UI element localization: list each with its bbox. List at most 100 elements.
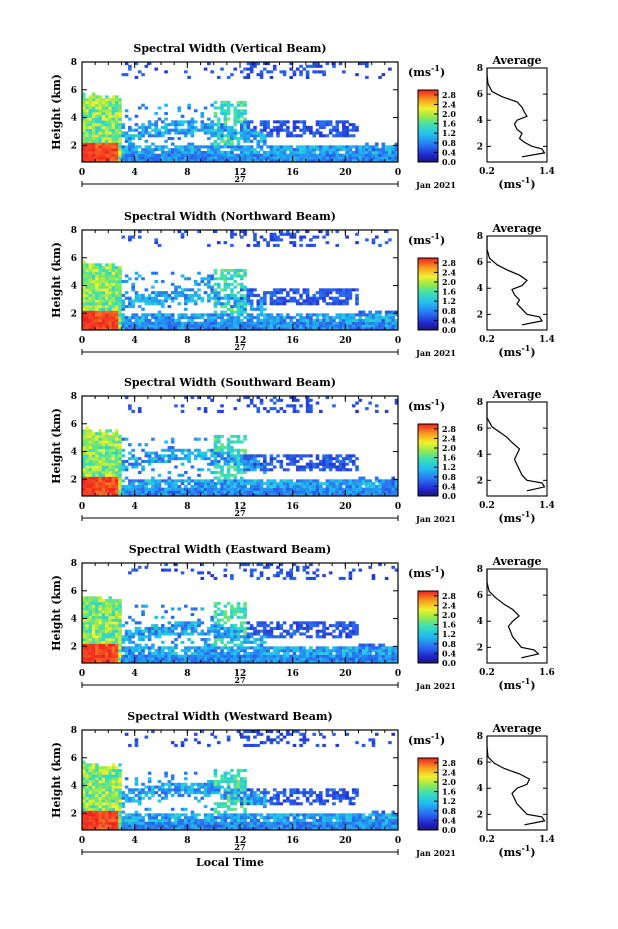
heatmap-cell xyxy=(95,604,99,608)
heatmap-cell xyxy=(88,148,93,152)
heatmap-cell xyxy=(388,327,392,331)
heatmap-cell xyxy=(114,599,119,603)
heatmap-cell xyxy=(177,448,182,452)
heatmap-cell xyxy=(266,646,270,650)
heatmap-cell xyxy=(91,95,96,99)
heatmap-cell xyxy=(101,434,106,438)
heatmap-cell xyxy=(105,120,109,124)
heatmap-cell xyxy=(263,153,267,157)
heatmap-cell xyxy=(348,293,353,297)
heatmap-cell xyxy=(85,599,89,603)
heatmap-cell xyxy=(249,571,254,575)
heatmap-cell xyxy=(114,660,119,664)
heatmap-cell xyxy=(118,307,122,311)
heatmap-cell xyxy=(230,604,234,608)
heatmap-cell xyxy=(85,440,89,444)
heatmap-cell xyxy=(170,271,175,275)
heatmap-cell xyxy=(184,277,188,281)
heatmap-cell xyxy=(167,318,172,322)
heatmap-cell xyxy=(381,327,386,331)
heatmap-cell xyxy=(91,635,96,639)
heatmap-cell xyxy=(269,327,274,331)
heatmap-cell xyxy=(88,649,93,653)
heatmap-cell xyxy=(82,484,86,488)
heatmap-cell xyxy=(131,305,135,309)
heatmap-cell xyxy=(220,646,224,650)
heatmap-cell xyxy=(164,651,168,655)
heatmap-cell xyxy=(184,288,188,292)
heatmap-cell xyxy=(91,263,96,267)
heatmap-cell xyxy=(164,646,168,650)
heatmap-cell xyxy=(348,468,353,472)
heatmap-cell xyxy=(302,288,307,292)
heatmap-cell xyxy=(200,576,205,580)
heatmap-cell xyxy=(355,321,359,325)
heatmap-cell xyxy=(177,321,182,325)
heatmap-cell xyxy=(325,327,330,331)
heatmap-cell xyxy=(197,288,201,292)
heatmap-cell xyxy=(210,615,214,619)
heatmap-cell xyxy=(305,401,310,405)
heatmap-cell xyxy=(256,131,261,135)
heatmap-cell xyxy=(98,493,103,497)
heatmap-cell xyxy=(98,302,103,306)
heatmap-cell xyxy=(193,293,198,297)
heatmap-cell xyxy=(233,454,238,458)
heatmap-cell xyxy=(91,92,96,96)
heatmap-cell xyxy=(332,125,336,129)
heatmap-cell xyxy=(233,487,238,491)
heatmap-cell xyxy=(263,407,267,411)
heatmap-cell xyxy=(174,624,178,628)
heatmap-cell xyxy=(279,150,284,154)
heatmap-cell xyxy=(95,646,99,650)
heatmap-cell xyxy=(259,640,264,644)
heatmap-cell xyxy=(111,643,116,647)
heatmap-cell xyxy=(134,660,139,664)
heatmap-cell xyxy=(124,660,129,664)
heatmap-cell xyxy=(319,134,323,138)
heatmap-cell xyxy=(292,148,297,152)
heatmap-cell xyxy=(381,479,386,483)
heatmap-cell xyxy=(134,62,139,66)
heatmap-cell xyxy=(216,313,221,317)
heatmap-cell xyxy=(322,316,326,320)
heatmap-cell xyxy=(266,576,270,580)
heatmap-cell xyxy=(190,150,195,154)
heatmap-cell xyxy=(240,145,244,149)
heatmap-cell xyxy=(233,114,238,118)
heatmap-cell xyxy=(101,440,106,444)
heatmap-cell xyxy=(319,159,323,163)
heatmap-cell xyxy=(111,660,116,664)
heatmap-cell xyxy=(216,629,221,633)
heatmap-cell xyxy=(243,125,247,129)
heatmap-cell xyxy=(256,316,261,320)
heatmap-cell xyxy=(105,156,109,160)
heatmap-cell xyxy=(345,145,349,149)
heatmap-cell xyxy=(249,120,254,124)
heatmap-cell xyxy=(98,282,103,286)
heatmap-cell xyxy=(266,468,270,472)
heatmap-cell xyxy=(302,145,307,149)
heatmap-cell xyxy=(213,610,218,614)
heatmap-cell xyxy=(345,493,349,497)
heatmap-cell xyxy=(151,271,155,275)
heatmap-cell xyxy=(147,654,152,658)
heatmap-cell xyxy=(272,321,277,325)
heatmap-cell xyxy=(91,621,96,625)
heatmap-cell xyxy=(361,476,366,480)
heatmap-cell xyxy=(216,131,221,135)
heatmap-cell xyxy=(91,156,96,160)
heatmap-cell xyxy=(161,646,165,650)
heatmap-cell xyxy=(388,148,392,152)
heatmap-cell xyxy=(180,293,185,297)
heatmap-cell xyxy=(230,321,234,325)
heatmap-cell xyxy=(167,629,172,633)
heatmap-cell xyxy=(282,490,287,494)
heatmap-cell xyxy=(124,493,129,497)
heatmap-cell xyxy=(315,120,320,124)
heatmap-cell xyxy=(230,139,234,143)
heatmap-cell xyxy=(325,465,330,469)
heatmap-cell xyxy=(164,293,168,297)
heatmap-cell xyxy=(312,150,317,154)
heatmap-cell xyxy=(118,459,122,463)
